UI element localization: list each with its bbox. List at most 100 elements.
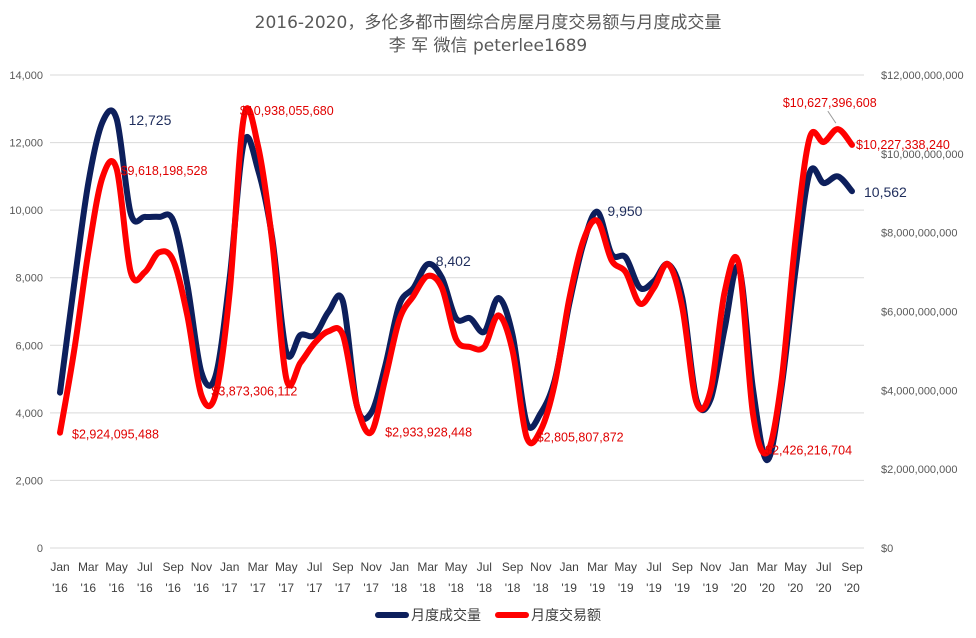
x-tick-year: '19 (703, 581, 719, 595)
x-tick-year: '16 (165, 581, 181, 595)
x-tick-year: '18 (420, 581, 436, 595)
x-tick-year: '18 (505, 581, 521, 595)
x-tick-year: '17 (363, 581, 379, 595)
x-tick-month: Mar (248, 560, 269, 574)
x-tick-year: '16 (80, 581, 96, 595)
value-data-label: $2,426,216,704 (765, 443, 852, 457)
x-tick-month: Jul (477, 560, 492, 574)
x-tick-year: '17 (222, 581, 238, 595)
left-tick-label: 12,000 (9, 138, 43, 150)
chart-title: 2016-2020，多伦多都市圈综合房屋月度交易额与月度成交量 (255, 13, 722, 33)
right-tick-label: $10,000,000,000 (881, 149, 964, 161)
x-tick-month: Sep (162, 560, 184, 574)
value-data-label: $10,938,055,680 (240, 104, 334, 118)
value-data-label: $2,924,095,488 (72, 428, 159, 442)
series-line-value (57, 105, 855, 457)
x-tick-month: Jan (390, 560, 409, 574)
legend-label-value: 月度交易额 (531, 607, 601, 624)
x-tick-month: May (614, 560, 637, 574)
x-tick-year: '18 (392, 581, 408, 595)
x-tick-year: '19 (646, 581, 662, 595)
volume-data-label: 10,562 (864, 184, 907, 200)
x-tick-year: '19 (618, 581, 634, 595)
series-lines (57, 105, 855, 464)
left-tick-label: 0 (37, 543, 43, 555)
x-tick-year: '16 (52, 581, 68, 595)
x-tick-year: '18 (533, 581, 549, 595)
label-leader-line (827, 110, 837, 124)
value-data-label: $2,933,928,448 (385, 425, 472, 439)
right-tick-label: $2,000,000,000 (881, 464, 957, 476)
legend-label-volume: 月度成交量 (411, 607, 481, 624)
x-tick-year: '20 (759, 581, 775, 595)
left-tick-label: 8,000 (15, 273, 43, 285)
x-tick-year: '20 (844, 581, 860, 595)
x-tick-year: '20 (816, 581, 832, 595)
right-tick-label: $12,000,000,000 (881, 70, 964, 82)
value-data-label: $3,873,306,112 (211, 384, 297, 398)
x-tick-year: '19 (561, 581, 577, 595)
x-tick-month: Jan (50, 560, 69, 574)
x-tick-month: Jan (729, 560, 748, 574)
left-tick-label: 2,000 (15, 475, 43, 487)
x-tick-month: Nov (530, 560, 551, 574)
x-tick-month: Jul (816, 560, 831, 574)
value-data-label: $10,627,396,608 (783, 96, 877, 110)
x-tick-year: '16 (137, 581, 153, 595)
right-tick-label: $6,000,000,000 (881, 307, 957, 319)
x-tick-month: May (784, 560, 807, 574)
x-axis-ticks: Jan '16 Mar '16 May '16 Jul '16 Sep '16 Nov '16 Jan '… (50, 560, 863, 595)
x-tick-month: Nov (700, 560, 721, 574)
x-tick-month: Mar (757, 560, 778, 574)
volume-data-label: 12,725 (129, 112, 172, 128)
x-tick-year: '19 (590, 581, 606, 595)
left-tick-label: 6,000 (15, 340, 43, 352)
value-data-label: $2,805,807,872 (537, 430, 624, 444)
x-tick-year: '17 (335, 581, 351, 595)
x-tick-month: Nov (360, 560, 381, 574)
x-tick-year: '16 (194, 581, 210, 595)
volume-data-label: 8,402 (436, 253, 471, 269)
right-tick-label: $0 (881, 543, 893, 555)
left-axis-ticks: 0 2,000 4,000 6,000 8,000 10,000 12,000 14,000 (9, 70, 43, 555)
x-tick-month: Sep (332, 560, 354, 574)
x-tick-year: '18 (476, 581, 492, 595)
x-tick-year: '17 (250, 581, 266, 595)
x-tick-year: '17 (278, 581, 294, 595)
x-tick-month: Jan (559, 560, 578, 574)
x-tick-month: Sep (672, 560, 694, 574)
chart-subtitle: 李 军 微信 peterlee1689 (389, 36, 587, 56)
value-data-label: $9,618,198,528 (121, 164, 208, 178)
x-tick-year: '20 (788, 581, 804, 595)
x-tick-month: Mar (78, 560, 99, 574)
x-tick-month: Mar (587, 560, 608, 574)
x-tick-month: Jul (137, 560, 152, 574)
x-tick-month: Mar (417, 560, 438, 574)
series-line-volume (57, 107, 855, 464)
x-tick-year: '16 (109, 581, 125, 595)
right-axis-ticks: $0 $2,000,000,000 $4,000,000,000 $6,000,000… (881, 70, 964, 555)
x-tick-month: May (105, 560, 128, 574)
x-tick-month: Jan (220, 560, 239, 574)
x-tick-month: Sep (841, 560, 863, 574)
x-tick-month: May (275, 560, 298, 574)
volume-data-label: 9,950 (607, 203, 642, 219)
left-tick-label: 14,000 (9, 70, 43, 82)
x-tick-month: Jul (646, 560, 661, 574)
x-tick-year: '19 (674, 581, 690, 595)
x-tick-year: '17 (307, 581, 323, 595)
x-tick-year: '18 (448, 581, 464, 595)
value-data-label: $10,227,338,240 (856, 138, 950, 152)
right-tick-label: $4,000,000,000 (881, 385, 957, 397)
x-tick-year: '20 (731, 581, 747, 595)
data-labels: 12,725 9,950 8,402 10,562 $2,924,095,488 $9,6… (72, 96, 950, 457)
x-tick-month: Nov (191, 560, 212, 574)
x-tick-month: May (445, 560, 468, 574)
x-tick-month: Sep (502, 560, 524, 574)
right-tick-label: $8,000,000,000 (881, 228, 957, 240)
x-tick-month: Jul (307, 560, 322, 574)
legend: 月度成交量 月度交易额 (375, 607, 601, 624)
left-tick-label: 4,000 (15, 408, 43, 420)
left-tick-label: 10,000 (9, 205, 43, 217)
